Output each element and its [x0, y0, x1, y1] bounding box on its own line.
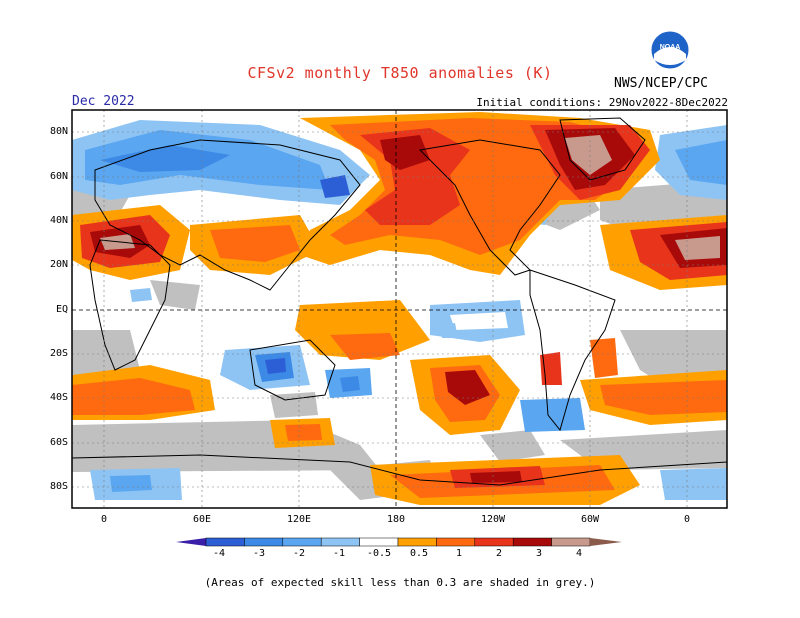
- colorbar-tick: -4: [212, 548, 226, 559]
- svg-text:NOAA: NOAA: [660, 44, 681, 51]
- colorbar-box: [436, 537, 476, 547]
- colorbar-tick: 0.5: [409, 548, 429, 559]
- colorbar-tick: 2: [495, 548, 503, 559]
- colorbar-tick: -0.5: [366, 548, 392, 559]
- lon-label: 120W: [480, 514, 506, 525]
- colorbar-arrow-high: [590, 538, 622, 546]
- initial-conditions: Initial conditions: 29Nov2022-8Dec2022: [476, 96, 728, 109]
- negative-anomalies: [72, 120, 727, 500]
- lon-label: 60W: [580, 514, 600, 525]
- anomaly-field: [72, 110, 727, 508]
- agency-label: NWS/NCEP/CPC: [614, 76, 708, 91]
- coastlines: [72, 117, 727, 486]
- colorbar-box: [244, 537, 284, 547]
- forecast-month: Dec 2022: [72, 94, 135, 109]
- colorbar-box: [474, 537, 514, 547]
- graticule: [72, 110, 727, 508]
- reference-lines: [72, 110, 727, 508]
- colorbar-tick: 3: [535, 548, 543, 559]
- colorbar-box: [320, 537, 360, 547]
- colorbar-tick: -1: [332, 548, 346, 559]
- colorbar-arrow-low: [176, 538, 206, 546]
- skill-footnote: (Areas of expected skill less than 0.3 a…: [204, 576, 596, 589]
- colorbar-box: [397, 537, 437, 547]
- colorbar-tick: -2: [292, 548, 306, 559]
- lon-label: 60E: [192, 514, 212, 525]
- colorbar-box: [512, 537, 552, 547]
- colorbar-box: [551, 537, 591, 547]
- lat-label: 60N: [49, 171, 68, 182]
- colorbar-box: [282, 537, 322, 547]
- lat-label: 80S: [49, 481, 68, 492]
- map-frame: [71, 109, 728, 509]
- colorbar-tick: 4: [575, 548, 583, 559]
- lon-label: 0: [100, 514, 108, 525]
- colorbar: [176, 537, 622, 547]
- lon-label: 0: [683, 514, 691, 525]
- lat-label: 60S: [49, 437, 68, 448]
- lat-label: 20N: [49, 259, 68, 270]
- map-title: CFSv2 monthly T850 anomalies (K): [247, 64, 553, 82]
- lon-label: 120E: [286, 514, 312, 525]
- lat-label: 80N: [49, 126, 68, 137]
- positive-anomalies: [72, 112, 727, 505]
- lat-label: 40N: [49, 215, 68, 226]
- lat-label: 40S: [49, 392, 68, 403]
- lat-label: 20S: [49, 348, 68, 359]
- colorbar-tick: -3: [252, 548, 266, 559]
- colorbar-box: [359, 537, 399, 547]
- colorbar-box: [205, 537, 245, 547]
- colorbar-tick: 1: [455, 548, 463, 559]
- colorbar-boxes: [205, 537, 591, 547]
- lat-label: EQ: [55, 304, 68, 315]
- noaa-logo-icon: NOAA: [650, 30, 690, 70]
- lon-label: 180: [386, 514, 406, 525]
